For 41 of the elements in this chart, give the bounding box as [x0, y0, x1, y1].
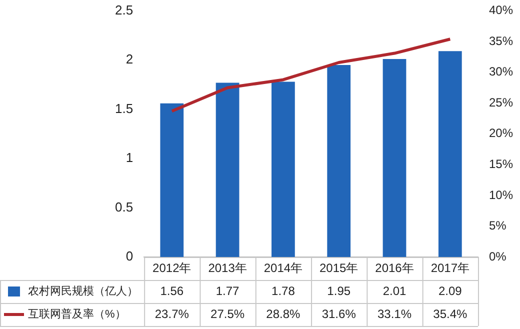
data-label: 31.6%: [322, 306, 356, 321]
y2-tick-label: 5%: [488, 218, 507, 233]
x-tick-label: 2015年: [320, 260, 358, 275]
data-label: 23.7%: [154, 306, 190, 321]
bar: [438, 51, 462, 257]
data-label: 1.95: [327, 284, 351, 298]
legend-label: 互联网普及率（%）: [28, 308, 126, 321]
y-tick-label: 2.5: [114, 2, 134, 18]
data-label: 28.8%: [266, 306, 301, 321]
y2-tick-label: 25%: [488, 95, 514, 110]
data-label: 1.78: [272, 284, 296, 298]
y2-tick-label: 35%: [488, 34, 514, 48]
x-tick-label: 2013年: [208, 260, 247, 275]
data-label: 33.1%: [377, 306, 412, 321]
data-label: 1.77: [216, 284, 240, 298]
y2-tick-label: 40%: [488, 3, 514, 18]
y-tick-label: 1.5: [114, 100, 134, 116]
bar: [382, 59, 406, 257]
bar: [327, 64, 351, 257]
y-tick-label: 1: [126, 150, 134, 166]
bar: [216, 82, 240, 257]
y2-tick-label: 30%: [488, 64, 514, 79]
y-tick-label: 0: [126, 248, 134, 264]
x-tick-label: 2017年: [430, 260, 470, 275]
y2-tick-label: 10%: [488, 188, 514, 202]
y2-tick-label: 0%: [488, 249, 507, 264]
x-tick-label: 2014年: [264, 260, 303, 275]
y2-tick-label: 20%: [488, 126, 514, 140]
bar: [160, 103, 184, 257]
data-label: 27.5%: [210, 306, 245, 321]
data-label: 1.56: [160, 284, 184, 298]
y-tick-label: 0.5: [114, 199, 134, 214]
data-label: 2.01: [382, 284, 407, 298]
x-tick-label: 2012年: [152, 260, 192, 275]
x-tick-label: 2016年: [375, 260, 414, 275]
y-tick-label: 2: [126, 52, 134, 67]
bar: [272, 82, 295, 257]
data-label: 2.09: [438, 284, 462, 298]
data-label: 35.4%: [433, 306, 468, 321]
legend-label: 农村网民规模（亿人）: [28, 284, 138, 298]
y2-tick-label: 15%: [488, 156, 514, 171]
